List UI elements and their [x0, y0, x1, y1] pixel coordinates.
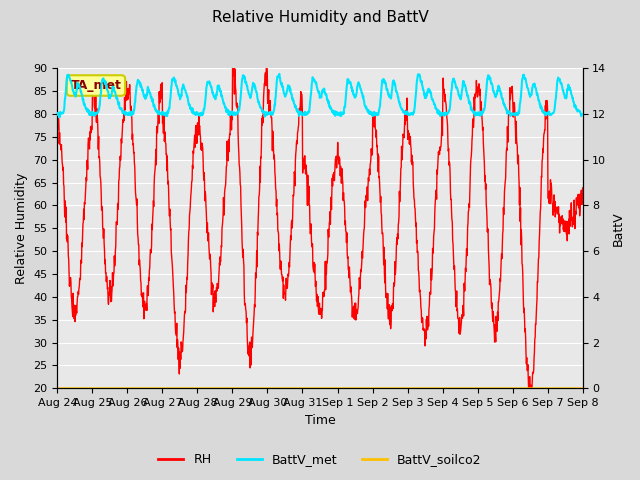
Text: Relative Humidity and BattV: Relative Humidity and BattV [212, 10, 428, 24]
Legend: RH, BattV_met, BattV_soilco2: RH, BattV_met, BattV_soilco2 [154, 448, 486, 471]
Text: TA_met: TA_met [70, 79, 122, 92]
X-axis label: Time: Time [305, 414, 335, 427]
Y-axis label: BattV: BattV [612, 211, 625, 246]
Y-axis label: Relative Humidity: Relative Humidity [15, 173, 28, 284]
